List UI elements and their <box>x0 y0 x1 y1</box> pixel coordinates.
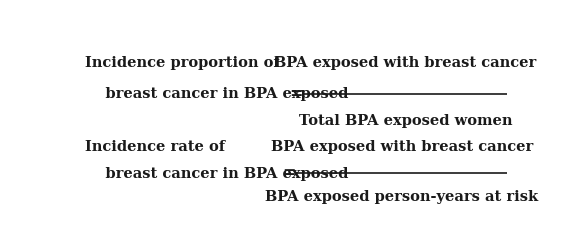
Text: BPA exposed person-years at risk: BPA exposed person-years at risk <box>266 190 538 204</box>
Text: =: = <box>289 85 303 102</box>
Text: breast cancer in BPA exposed: breast cancer in BPA exposed <box>85 167 348 181</box>
Text: Incidence proportion of: Incidence proportion of <box>85 56 279 70</box>
Text: BPA exposed with breast cancer: BPA exposed with breast cancer <box>274 56 537 70</box>
Text: breast cancer in BPA exposed: breast cancer in BPA exposed <box>85 87 348 101</box>
Text: Total BPA exposed women: Total BPA exposed women <box>299 114 512 128</box>
Text: Incidence rate of: Incidence rate of <box>85 140 225 154</box>
Text: BPA exposed with breast cancer: BPA exposed with breast cancer <box>271 140 533 154</box>
Text: =: = <box>282 164 296 181</box>
